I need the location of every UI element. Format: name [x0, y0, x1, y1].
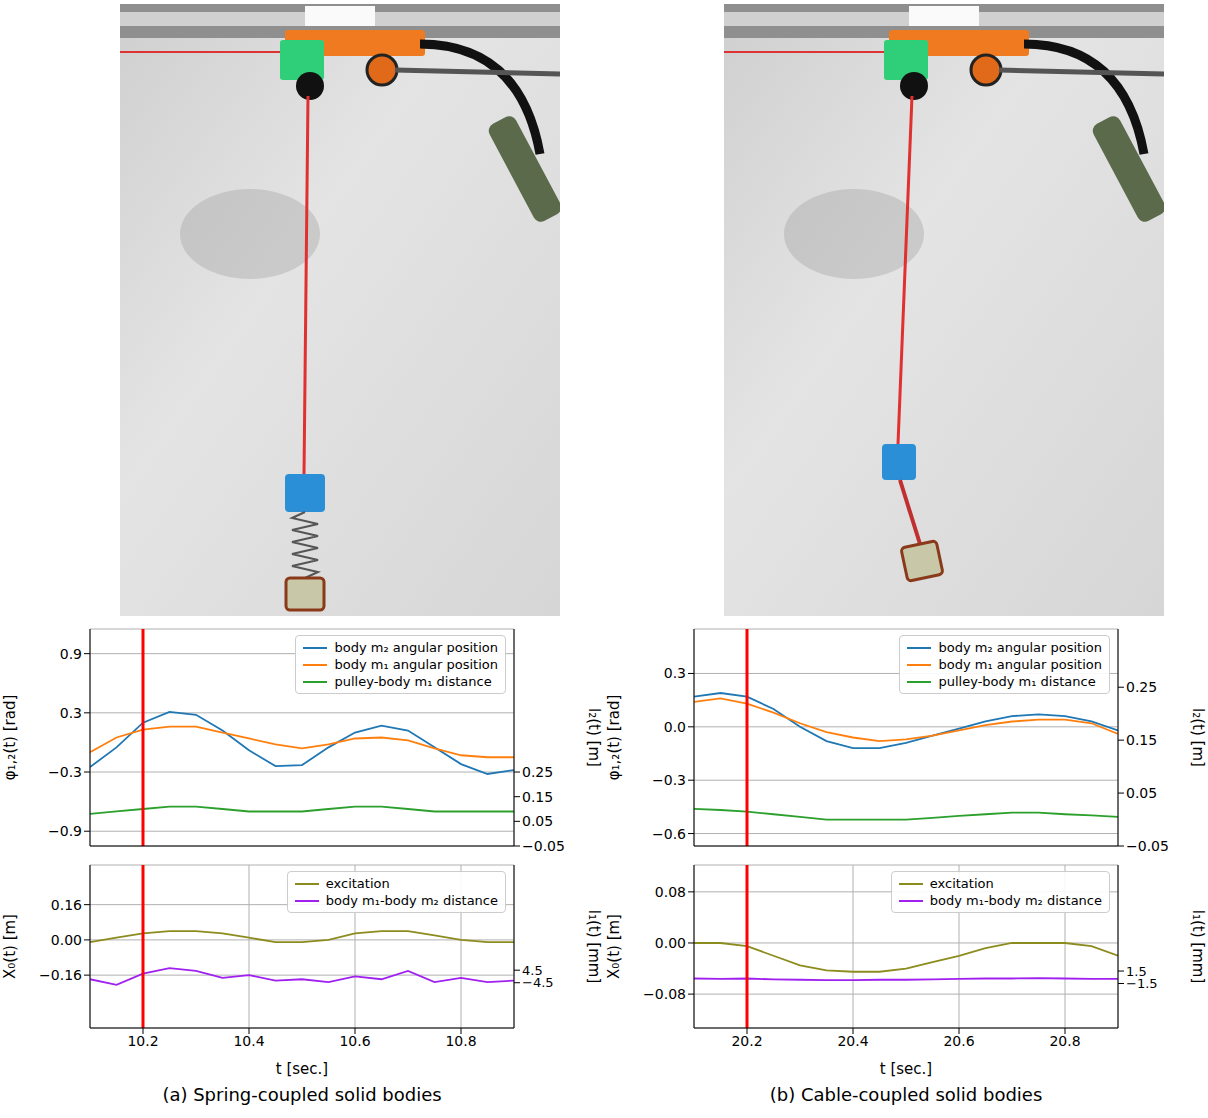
svg-text:0.9: 0.9: [60, 646, 82, 662]
html-text:pulley-body m₁ distance: pulley-body m₁ distance: [938, 674, 1096, 689]
svg-text:−4.5: −4.5: [522, 975, 554, 990]
svg-text:l₂(t) [m]: l₂(t) [m]: [1189, 708, 1207, 767]
svg-text:−0.9: −0.9: [48, 823, 82, 839]
svg-text:0.15: 0.15: [1126, 732, 1157, 748]
svg-text:−0.6: −0.6: [652, 826, 686, 842]
svg-text:0.15: 0.15: [522, 789, 553, 805]
svg-text:0.3: 0.3: [60, 705, 82, 721]
svg-text:−0.3: −0.3: [652, 772, 686, 788]
html-text:body m₂ angular position: body m₂ angular position: [938, 640, 1102, 655]
html-text:excitation: excitation: [325, 876, 390, 891]
svg-text:−0.05: −0.05: [522, 838, 565, 854]
svg-text:t [sec.]: t [sec.]: [880, 1060, 932, 1078]
html-text:excitation: excitation: [929, 876, 994, 891]
svg-text:20.8: 20.8: [1049, 1033, 1080, 1049]
svg-text:0.0: 0.0: [664, 719, 686, 735]
svg-text:0.08: 0.08: [655, 884, 686, 900]
html-text:(b) Cable-coupled solid bodies: (b) Cable-coupled solid bodies: [769, 1084, 1043, 1105]
svg-text:0.25: 0.25: [522, 764, 553, 780]
html-text:body m₁-body m₂ distance: body m₁-body m₂ distance: [325, 893, 498, 908]
svg-text:10.6: 10.6: [339, 1033, 370, 1049]
svg-text:20.4: 20.4: [837, 1033, 868, 1049]
svg-text:10.8: 10.8: [445, 1033, 476, 1049]
svg-text:1.5: 1.5: [1126, 963, 1147, 979]
svg-text:−0.08: −0.08: [643, 986, 686, 1002]
svg-text:10.2: 10.2: [127, 1033, 158, 1049]
svg-text:10.4: 10.4: [233, 1033, 264, 1049]
svg-text:−0.3: −0.3: [48, 764, 82, 780]
html-text:body m₂ angular position: body m₂ angular position: [334, 640, 498, 655]
svg-text:20.6: 20.6: [943, 1033, 974, 1049]
svg-text:0.05: 0.05: [1126, 785, 1157, 801]
svg-text:X₀(t) [m]: X₀(t) [m]: [1, 914, 19, 979]
html-text:pulley-body m₁ distance: pulley-body m₁ distance: [334, 674, 492, 689]
svg-text:0.3: 0.3: [664, 665, 686, 681]
svg-text:t [sec.]: t [sec.]: [276, 1060, 328, 1078]
svg-text:−0.05: −0.05: [1126, 838, 1169, 854]
svg-text:−1.5: −1.5: [1126, 976, 1158, 991]
svg-text:X₀(t) [m]: X₀(t) [m]: [605, 914, 623, 979]
svg-text:l₂(t) [m]: l₂(t) [m]: [585, 708, 603, 767]
svg-text:0.25: 0.25: [1126, 679, 1157, 695]
svg-text:l₁(t) [mm]: l₁(t) [mm]: [585, 910, 603, 983]
svg-text:0.00: 0.00: [655, 935, 686, 951]
svg-text:0.05: 0.05: [522, 813, 553, 829]
svg-text:0.16: 0.16: [51, 897, 82, 913]
html-text:body m₁-body m₂ distance: body m₁-body m₂ distance: [929, 893, 1102, 908]
html-text:(a) Spring-coupled solid bodie: (a) Spring-coupled solid bodies: [162, 1084, 442, 1105]
svg-text:φ₁,₂(t) [rad]: φ₁,₂(t) [rad]: [605, 695, 623, 781]
svg-text:0.00: 0.00: [51, 932, 82, 948]
svg-text:4.5: 4.5: [522, 962, 543, 978]
html-text:body m₁ angular position: body m₁ angular position: [938, 657, 1102, 672]
html-text:body m₁ angular position: body m₁ angular position: [334, 657, 498, 672]
svg-text:20.2: 20.2: [731, 1033, 762, 1049]
svg-text:−0.16: −0.16: [39, 967, 82, 983]
svg-text:l₁(t) [mm]: l₁(t) [mm]: [1189, 910, 1207, 983]
svg-text:φ₁,₂(t) [rad]: φ₁,₂(t) [rad]: [1, 695, 19, 781]
